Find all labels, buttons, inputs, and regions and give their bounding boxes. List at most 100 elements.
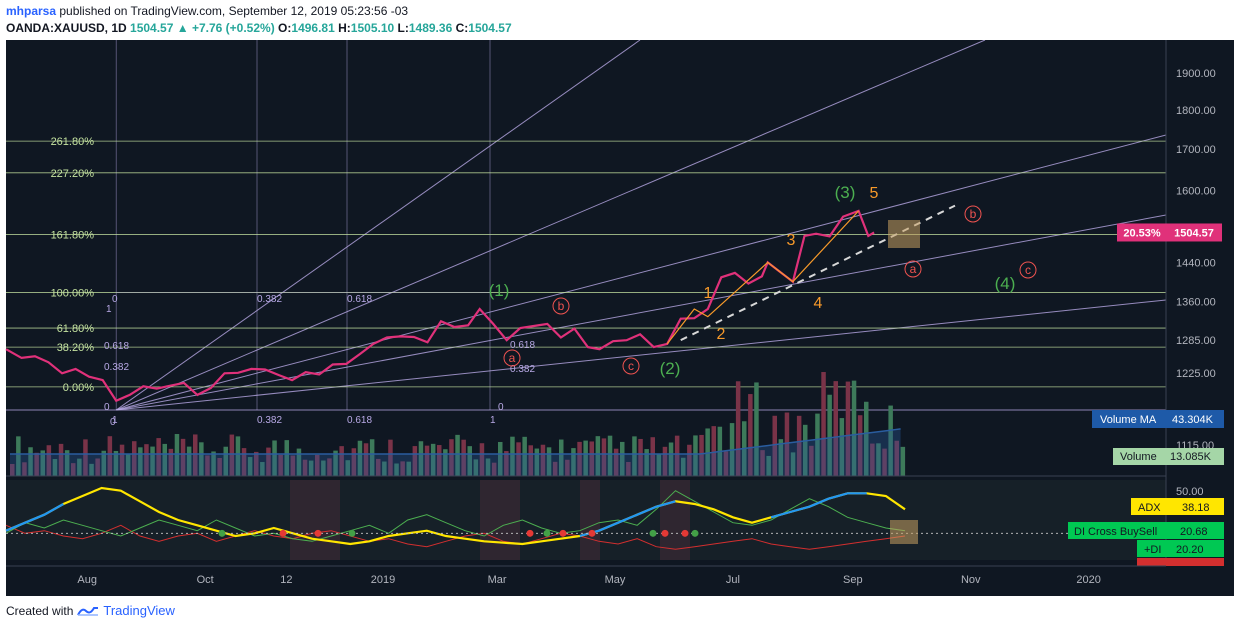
volume-bar <box>851 380 857 476</box>
volume-bar <box>382 461 387 476</box>
volume-bar <box>498 441 503 476</box>
volume-bar <box>71 463 76 476</box>
low-value: 1489.36 <box>408 21 453 35</box>
volume-bar <box>632 436 637 476</box>
volume-bar <box>687 444 692 476</box>
volume-bar <box>620 441 625 476</box>
minus-di-badge-bg <box>1137 558 1224 566</box>
tradingview-brand[interactable]: TradingView <box>103 603 175 618</box>
fan-line <box>116 214 1167 411</box>
volume-bar <box>839 418 845 476</box>
fan-line <box>115 40 641 411</box>
correction-wave-label: a <box>509 351 516 365</box>
volume-bar <box>900 446 906 476</box>
fan-ratio-label: 0.382 <box>104 362 129 373</box>
volume-bar <box>516 442 521 476</box>
volume-bar <box>589 441 594 476</box>
volume-bar <box>821 372 826 476</box>
volume-bar <box>345 460 350 476</box>
volume-bar <box>772 415 777 476</box>
price-tick-label: 1225.00 <box>1176 368 1216 380</box>
volume-bar <box>186 446 192 476</box>
di-cross-signal-dot <box>681 529 689 537</box>
high-label: H: <box>338 21 351 35</box>
time-axis-bg <box>6 566 1234 596</box>
impulse-wave-label: 1 <box>704 285 713 302</box>
volume-bar <box>40 450 45 476</box>
volume-bar <box>455 434 460 476</box>
price-tick-label: 1800.00 <box>1176 105 1216 117</box>
volume-bar <box>577 441 582 476</box>
volume-bar <box>290 455 296 476</box>
pct-badge: 20.53% <box>1123 227 1161 239</box>
fan-ratio-label: 0.618 <box>510 340 535 351</box>
volume-bar <box>211 451 216 476</box>
volume-bar <box>552 461 558 476</box>
fib-level-label: 261.80% <box>51 136 95 148</box>
correction-circle <box>503 349 521 367</box>
volume-bar <box>34 452 39 476</box>
volume-bar <box>180 438 186 476</box>
volume-bar <box>132 441 137 476</box>
open-value: 1496.81 <box>291 21 335 35</box>
volume-bar <box>607 435 613 476</box>
pct-badge-bg <box>1117 223 1167 242</box>
volume-bar <box>870 443 875 476</box>
minus-di-line <box>5 524 906 550</box>
volume-bar <box>748 394 753 476</box>
fan-line <box>116 134 1167 411</box>
fan-ratio-label: 1 <box>112 415 118 426</box>
volume-bar <box>58 443 64 476</box>
volume-bar <box>150 446 155 476</box>
volume-bar <box>107 436 113 476</box>
volume-bar <box>815 413 820 476</box>
publish-text: published on TradingView.com, September … <box>56 4 409 18</box>
author-name[interactable]: mhparsa <box>6 4 57 18</box>
volume-bar <box>882 448 887 476</box>
volume-bar <box>83 439 88 476</box>
time-tick-label: 2019 <box>371 574 395 586</box>
price-axis-bg <box>1166 40 1234 566</box>
impulse-wave-label: (3) <box>835 183 856 202</box>
volume-bar <box>52 459 58 476</box>
fan-ratio-label: 0.618 <box>347 415 372 426</box>
fib-level-label: 161.80% <box>51 230 95 242</box>
impulse-wave-label: 5 <box>870 185 879 202</box>
time-tick-label: Jul <box>726 574 740 586</box>
volume-bar <box>193 434 198 476</box>
volume-bar <box>424 445 430 476</box>
volume-bar <box>125 454 131 476</box>
volume-ma-badge-bg <box>1092 410 1224 428</box>
volume-bar <box>571 448 576 476</box>
impulse-wave-label: (2) <box>660 359 681 378</box>
price-tick-label: 1900.00 <box>1176 68 1216 80</box>
volume-bar <box>760 450 765 476</box>
volume-bar <box>376 458 381 476</box>
volume-bar <box>412 446 418 476</box>
time-tick-label: Sep <box>843 574 863 586</box>
indicator-highlight-box <box>890 520 918 544</box>
volume-bar <box>546 447 552 476</box>
fan-line <box>116 40 986 411</box>
volume-bar <box>528 445 533 476</box>
price-chart[interactable]: 261.80%227.20%161.80%100.00%61.80%38.20%… <box>0 40 1234 600</box>
chart-background <box>6 40 1228 566</box>
volume-bar <box>400 461 405 476</box>
volume-bar <box>315 454 320 476</box>
volume-bar <box>876 443 881 476</box>
time-tick-label: May <box>605 574 626 586</box>
correction-circle <box>1019 261 1037 279</box>
di-cross-signal-dot <box>314 529 322 537</box>
volume-bar <box>113 450 119 476</box>
adx-badge-bg <box>1131 498 1224 515</box>
price-change: ▲ +7.76 (+0.52%) <box>176 21 275 35</box>
volume-bar <box>681 457 686 476</box>
fib-level-label: 227.20% <box>51 168 95 180</box>
impulse-wave-label: 4 <box>814 295 823 312</box>
volume-bar <box>174 434 180 476</box>
volume-bar <box>308 460 314 476</box>
volume-bar <box>833 381 838 476</box>
volume-bar <box>437 445 442 476</box>
publish-info: mhparsa published on TradingView.com, Se… <box>6 4 408 18</box>
time-tick-label: 2020 <box>1076 574 1100 586</box>
